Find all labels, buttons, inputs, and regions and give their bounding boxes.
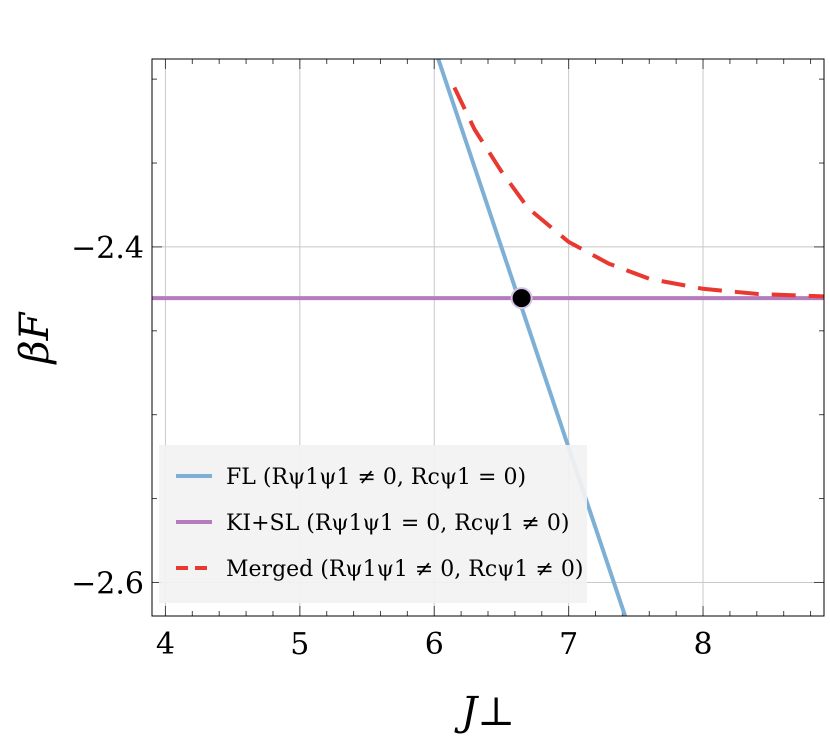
y-axis-title: βF [12,311,58,365]
legend-label-merged: Merged (Rψ1ψ1 ≠ 0, Rcψ1 ≠ 0) [226,557,583,582]
plot-frame [151,58,825,617]
legend-background [159,445,587,603]
x-tick-label: 8 [693,627,712,662]
legend: FL (Rψ1ψ1 ≠ 0, Rcψ1 = 0) KI+SL (Rψ1ψ1 = … [159,445,587,603]
legend-label-fl: FL (Rψ1ψ1 ≠ 0, Rcψ1 = 0) [226,465,526,490]
y-tick-label: −2.4 [71,231,144,266]
intersection-marker [510,287,533,310]
series-line-merged [452,86,825,299]
y-tick-label: −2.6 [71,566,144,601]
legend-label-ki-sl: KI+SL (Rψ1ψ1 = 0, Rcψ1 ≠ 0) [226,511,569,536]
tick-labels: 4 5 6 7 8 −2.4 −2.6 [71,231,712,662]
axis-ticks [152,59,824,616]
intersection-markers [510,287,533,310]
series-lines [152,58,825,617]
x-tick-label: 4 [156,627,175,662]
series-line-fl [436,58,627,617]
x-tick-label: 6 [425,627,444,662]
x-axis-title: J⊥ [454,689,515,735]
x-tick-label: 7 [559,627,578,662]
x-tick-label: 5 [290,627,309,662]
